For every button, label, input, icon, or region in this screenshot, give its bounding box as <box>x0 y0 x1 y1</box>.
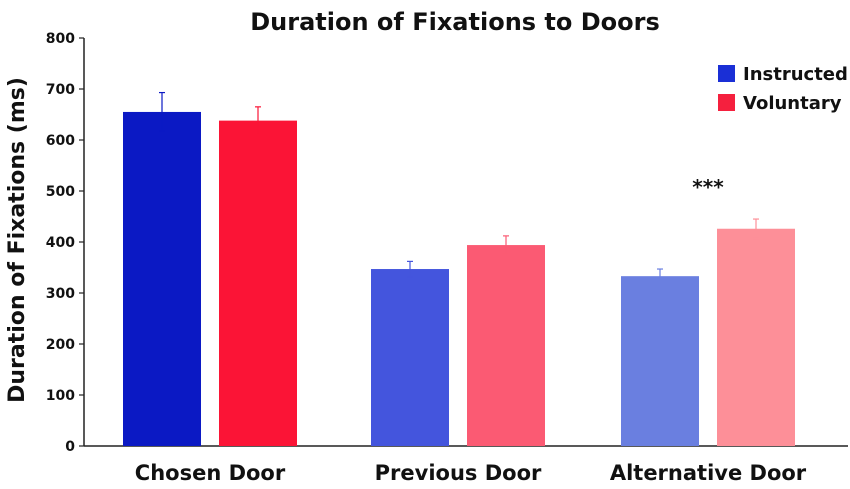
significance-annotation: *** <box>692 175 724 199</box>
y-tick-label: 100 <box>46 388 75 404</box>
y-tick-label: 600 <box>46 133 75 149</box>
bars-group <box>123 91 795 447</box>
x-tick-label: Chosen Door <box>135 461 286 485</box>
legend-swatch-instructed <box>718 65 735 82</box>
axes: 0 100 200 300 400 500 600 700 800 <box>46 31 848 455</box>
bar-voluntary-0 <box>219 120 297 447</box>
legend-swatch-voluntary <box>718 94 735 111</box>
bar-instructed-1 <box>371 269 449 446</box>
x-tick-label: Previous Door <box>375 461 542 485</box>
y-tick-label: 0 <box>65 439 75 455</box>
y-tick-label: 300 <box>46 286 75 302</box>
y-tick-label: 500 <box>46 184 75 200</box>
legend-label-instructed: Instructed <box>743 64 848 85</box>
bar-instructed-0 <box>123 111 201 446</box>
legend: Instructed Voluntary <box>718 64 848 114</box>
chart-title: Duration of Fixations to Doors <box>250 8 660 36</box>
labels-group: Chosen Door Previous Door Alternative Door… <box>135 175 807 485</box>
y-tick-label: 700 <box>46 82 75 98</box>
legend-label-voluntary: Voluntary <box>743 93 842 114</box>
y-tick-label: 800 <box>46 31 75 47</box>
bar-voluntary-2 <box>717 228 795 446</box>
x-tick-label: Alternative Door <box>610 461 807 485</box>
y-tick-label: 200 <box>46 337 75 353</box>
y-tick-label: 400 <box>46 235 75 251</box>
bar-voluntary-1 <box>467 245 545 446</box>
y-axis-label: Duration of Fixations (ms) <box>5 77 30 403</box>
bar-instructed-2 <box>621 276 699 446</box>
